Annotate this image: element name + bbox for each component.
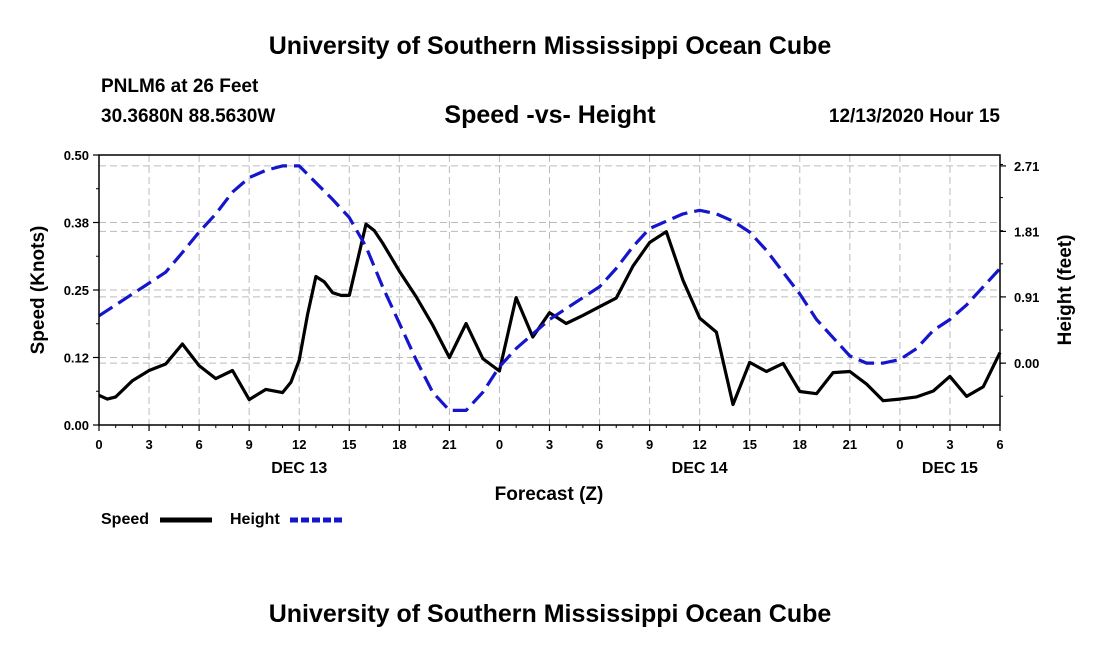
axes: 0 3 6 9 12 15 18 21 0 3 6 9 12 15 18 21 0 3 6 DEC 13 DEC 14 D… <box>64 148 1040 477</box>
x-tick-label: 6 <box>596 437 603 452</box>
x-tick-label: 12 <box>692 437 706 452</box>
x-tick-label: 15 <box>342 437 356 452</box>
y-tick-label-right: 1.81 <box>1014 224 1039 239</box>
x-tick-label: 3 <box>145 437 152 452</box>
x-tick-label: 0 <box>496 437 503 452</box>
x-tick-label: 0 <box>95 437 102 452</box>
x-axis-label: Forecast (Z) <box>495 484 604 505</box>
x-tick-label: 12 <box>292 437 306 452</box>
x-tick-label: 6 <box>195 437 202 452</box>
x-tick-label: 15 <box>742 437 756 452</box>
x-tick-label: 3 <box>546 437 553 452</box>
date-label: DEC 15 <box>922 460 978 477</box>
y-tick-label-left: 0.38 <box>64 216 89 231</box>
grid <box>99 155 1000 425</box>
x-tick-label: 9 <box>246 437 253 452</box>
series-line-height <box>98 164 1002 412</box>
x-tick-label: 9 <box>646 437 653 452</box>
x-tick-label: 18 <box>392 437 406 452</box>
x-tick-label: 21 <box>843 437 857 452</box>
date-label: DEC 14 <box>672 460 728 477</box>
series-line-speed <box>98 222 1002 407</box>
legend-label-speed: Speed <box>101 511 149 528</box>
date-label: DEC 13 <box>271 460 327 477</box>
header-title-bottom: University of Southern Mississippi Ocean… <box>268 600 832 628</box>
y-axis-label-right: Height (feet) <box>1055 235 1076 346</box>
x-tick-label: 6 <box>996 437 1003 452</box>
station-name: PNLM6 at 26 Feet <box>101 76 259 97</box>
y-tick-label-left: 0.50 <box>64 148 89 163</box>
series-layer <box>98 164 1002 412</box>
y-tick-label-left: 0.00 <box>64 418 89 433</box>
x-tick-label: 18 <box>793 437 807 452</box>
forecast-date: 12/13/2020 Hour 15 <box>828 106 1000 127</box>
y-tick-label-right: 0.91 <box>1014 290 1039 305</box>
legend: Speed Height <box>101 511 342 528</box>
y-tick-label-right: 0.00 <box>1014 356 1039 371</box>
x-tick-label: 0 <box>896 437 903 452</box>
legend-label-height: Height <box>230 511 280 528</box>
x-tick-label: 3 <box>946 437 953 452</box>
x-tick-label: 21 <box>442 437 456 452</box>
y-tick-label-left: 0.12 <box>64 351 89 366</box>
y-tick-label-left: 0.25 <box>64 283 89 298</box>
chart-title: Speed -vs- Height <box>444 101 656 129</box>
y-tick-label-right: 2.71 <box>1014 159 1039 174</box>
station-coordinates: 30.3680N 88.5630W <box>101 106 276 127</box>
y-axis-label-left: Speed (Knots) <box>28 226 49 355</box>
header-title-top: University of Southern Mississippi Ocean… <box>268 32 832 60</box>
